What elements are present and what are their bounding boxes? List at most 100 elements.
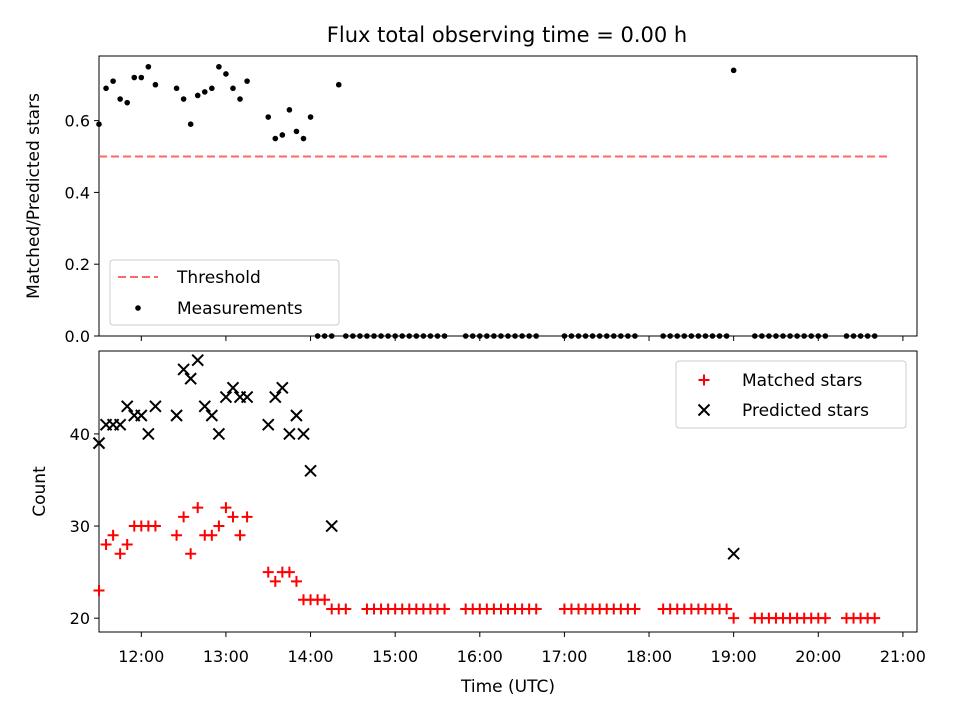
measurement-point — [575, 333, 582, 339]
measurement-point — [610, 333, 617, 339]
measurement-point — [321, 333, 328, 339]
measurement-point — [709, 333, 716, 339]
measurement-point — [209, 85, 215, 92]
measurement-point — [476, 333, 483, 339]
matched-star-point — [114, 548, 126, 560]
predicted-star-point — [325, 519, 338, 533]
measurement-point — [145, 63, 152, 70]
measurement-point — [752, 333, 758, 339]
bottom-y-tick-label: 40 — [70, 425, 90, 444]
measurement-point — [328, 333, 335, 339]
measurement-point — [808, 333, 815, 339]
predicted-star-point — [276, 381, 289, 395]
predicted-star-point — [290, 409, 303, 422]
measurement-point — [723, 333, 730, 339]
matched-star-point — [728, 612, 740, 624]
matched-star-point — [192, 502, 204, 514]
measurement-point — [293, 128, 300, 135]
top-y-tick-label: 0.0 — [65, 327, 90, 346]
top-y-tick-label: 0.6 — [65, 112, 90, 131]
measurement-point — [244, 78, 250, 84]
measurement-point — [526, 333, 532, 339]
measurement-point — [512, 333, 518, 339]
predicted-star-point — [727, 547, 740, 560]
x-tick-label: 16:00 — [457, 647, 503, 666]
measurement-point — [103, 85, 109, 92]
measurement-point — [815, 333, 822, 339]
measurement-point — [681, 333, 688, 339]
matched-star-point — [234, 529, 246, 541]
matched-star-point — [439, 603, 451, 615]
measurement-point — [420, 333, 427, 339]
bottom-y-tick-label: 30 — [70, 517, 90, 536]
measurement-point — [434, 333, 441, 339]
measurement-point — [173, 85, 180, 92]
measurement-point — [462, 333, 469, 339]
measurement-point — [702, 333, 709, 339]
measurement-point — [194, 92, 201, 99]
predicted-star-point — [198, 400, 211, 413]
bottom-legend-frame — [675, 360, 907, 429]
top-y-tick-label: 0.4 — [65, 183, 90, 202]
measurement-point — [603, 333, 610, 339]
matched-star-point — [340, 603, 352, 615]
top-y-axis-label: Matched/Predicted stars — [24, 93, 44, 299]
measurement-point — [596, 333, 603, 339]
legend-matched-label: Matched stars — [742, 371, 862, 391]
measurement-point — [766, 333, 772, 339]
x-tick-label: 19:00 — [711, 647, 757, 666]
measurement-point — [413, 333, 420, 339]
predicted-star-point — [226, 381, 240, 395]
matched-star-point — [121, 538, 133, 550]
measurement-point — [152, 81, 159, 88]
measurement-point — [850, 333, 857, 339]
predicted-star-point — [205, 409, 219, 422]
predicted-star-point — [219, 390, 233, 404]
measurement-point — [533, 333, 540, 339]
top-y-tick-label: 0.2 — [65, 255, 90, 274]
measurement-point — [801, 333, 807, 339]
matched-star-point — [283, 566, 295, 578]
measurement-point — [773, 333, 779, 339]
x-tick-label: 18:00 — [626, 647, 672, 666]
legend-predicted-swatch — [697, 403, 711, 417]
x-axis-label: Time (UTC) — [460, 677, 555, 697]
matched-star-point — [149, 520, 161, 532]
measurement-point — [201, 89, 208, 95]
legend-measurements-label: Measurements — [177, 299, 303, 319]
measurement-point — [561, 333, 568, 339]
predicted-star-point — [177, 363, 190, 376]
predicted-star-point — [184, 372, 197, 385]
matched-star-point — [100, 538, 112, 550]
matched-star-point — [178, 511, 190, 523]
measurement-point — [469, 333, 476, 339]
measurement-point — [180, 96, 187, 102]
measurement-point — [131, 74, 138, 81]
bottom-y-tick-label: 20 — [70, 609, 90, 628]
measurement-point — [265, 114, 272, 120]
bottom-y-axis-label: Count — [30, 466, 50, 517]
measurement-point — [498, 333, 504, 339]
matched-star-point — [530, 603, 542, 615]
measurement-point — [582, 333, 589, 339]
chart-title: Flux total observing time = 0.00 h — [327, 23, 687, 47]
measurement-point — [216, 63, 222, 70]
matched-star-point — [227, 511, 239, 523]
measurement-point — [505, 333, 511, 339]
measurement-point — [618, 333, 624, 339]
matched-star-point — [629, 603, 641, 615]
x-tick-label: 15:00 — [372, 647, 418, 666]
matched-star-point — [213, 520, 225, 532]
top-axes: 0.0 0.2 0.4 0.6 Matched/Predicted stars Thres… — [24, 55, 918, 346]
measurement-point — [237, 96, 243, 102]
matched-star-point — [262, 566, 274, 578]
measurement-point — [406, 333, 413, 339]
measurement-point — [335, 81, 342, 88]
measurement-point — [378, 333, 384, 339]
measurement-point — [716, 333, 723, 339]
matched-star-point — [220, 502, 232, 514]
measurement-point — [392, 333, 398, 339]
measurement-point — [660, 333, 666, 339]
x-tick-label: 21:00 — [880, 647, 926, 666]
